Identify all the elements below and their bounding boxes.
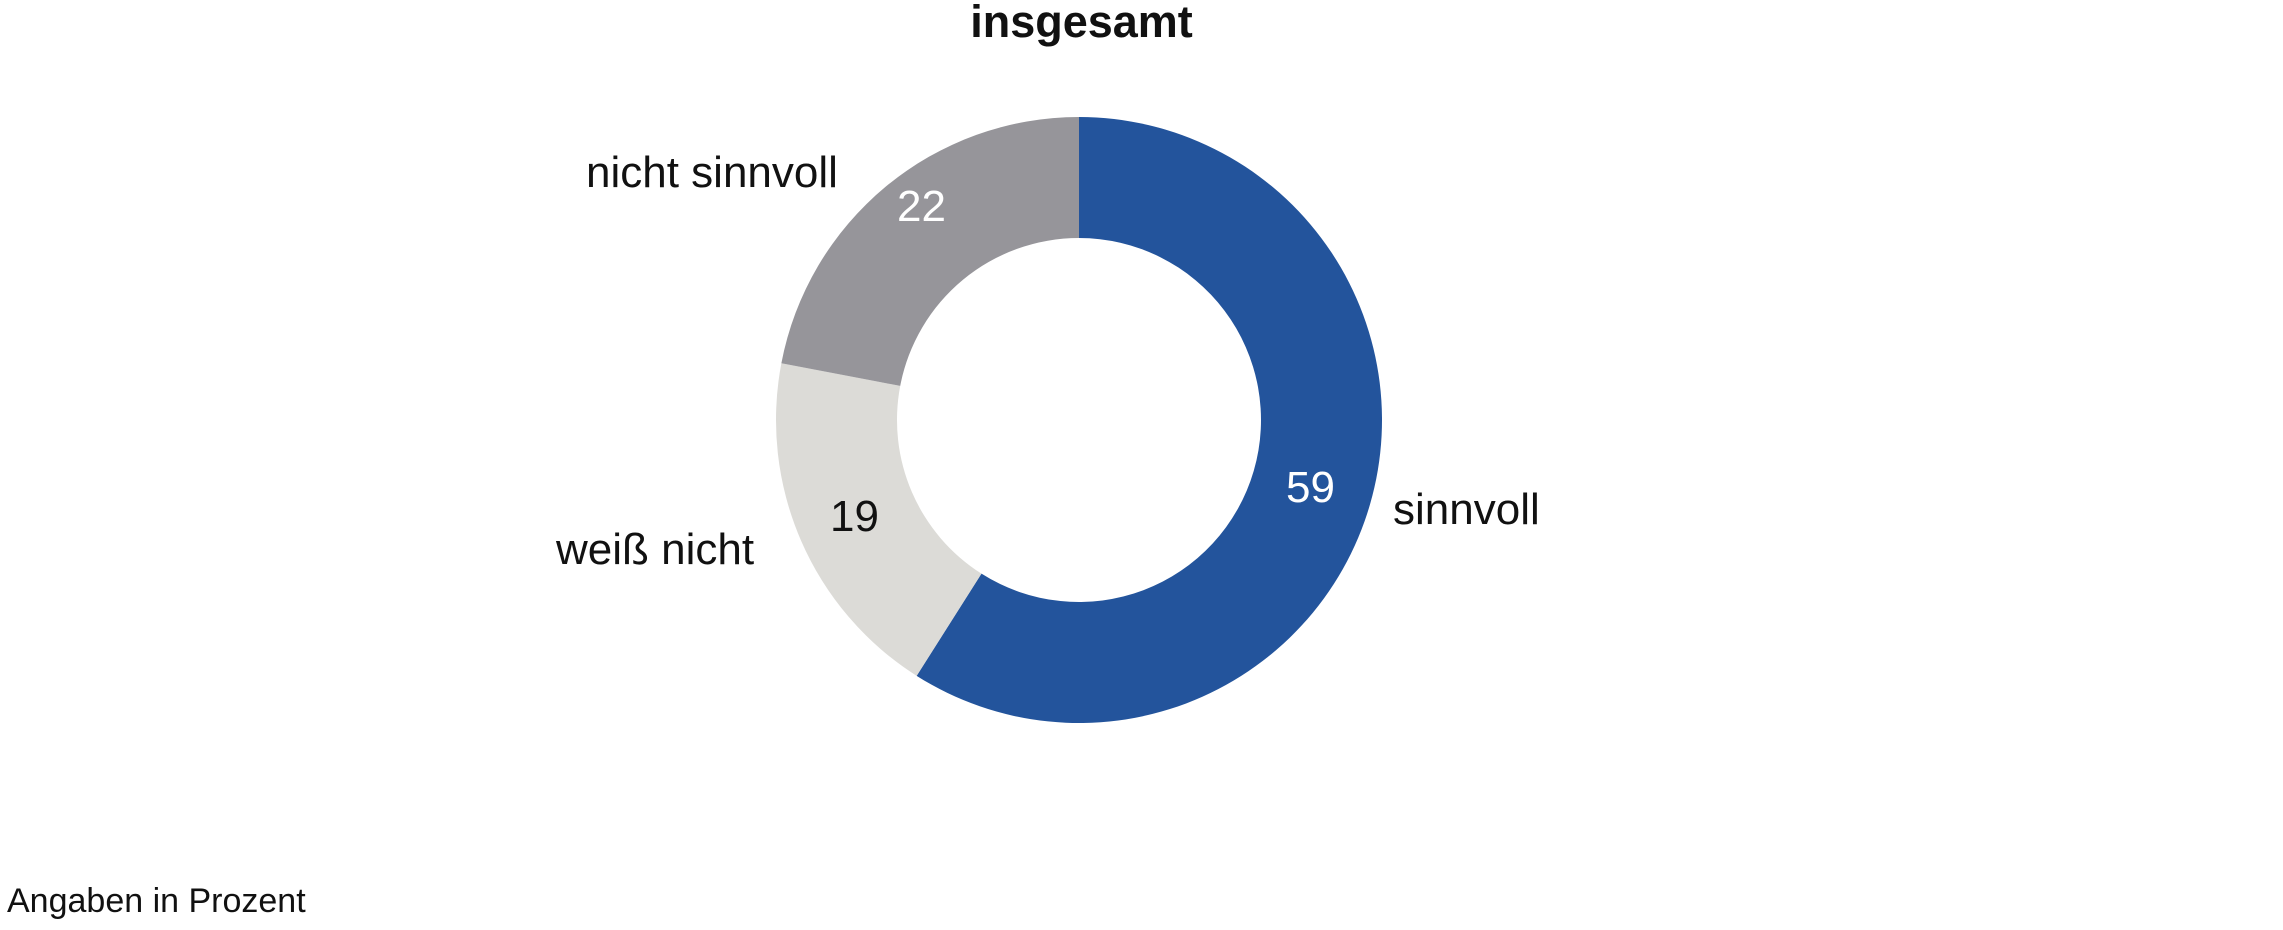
chart-title: insgesamt (970, 0, 1193, 47)
slice-sinnvoll (916, 117, 1382, 723)
donut-ring (776, 116, 1382, 723)
label-sinnvoll: sinnvoll (1393, 485, 1540, 534)
slice-nicht-sinnvoll (781, 116, 1079, 386)
value-weiss-nicht: 19 (830, 492, 879, 541)
label-weiss-nicht: weiß nicht (556, 525, 755, 574)
value-nicht-sinnvoll: 22 (897, 182, 946, 231)
label-nicht-sinnvoll: nicht sinnvoll (586, 148, 838, 197)
footnote: Angaben in Prozent (7, 882, 306, 920)
slice-weiss-nicht (776, 363, 982, 676)
value-sinnvoll: 59 (1286, 463, 1335, 512)
